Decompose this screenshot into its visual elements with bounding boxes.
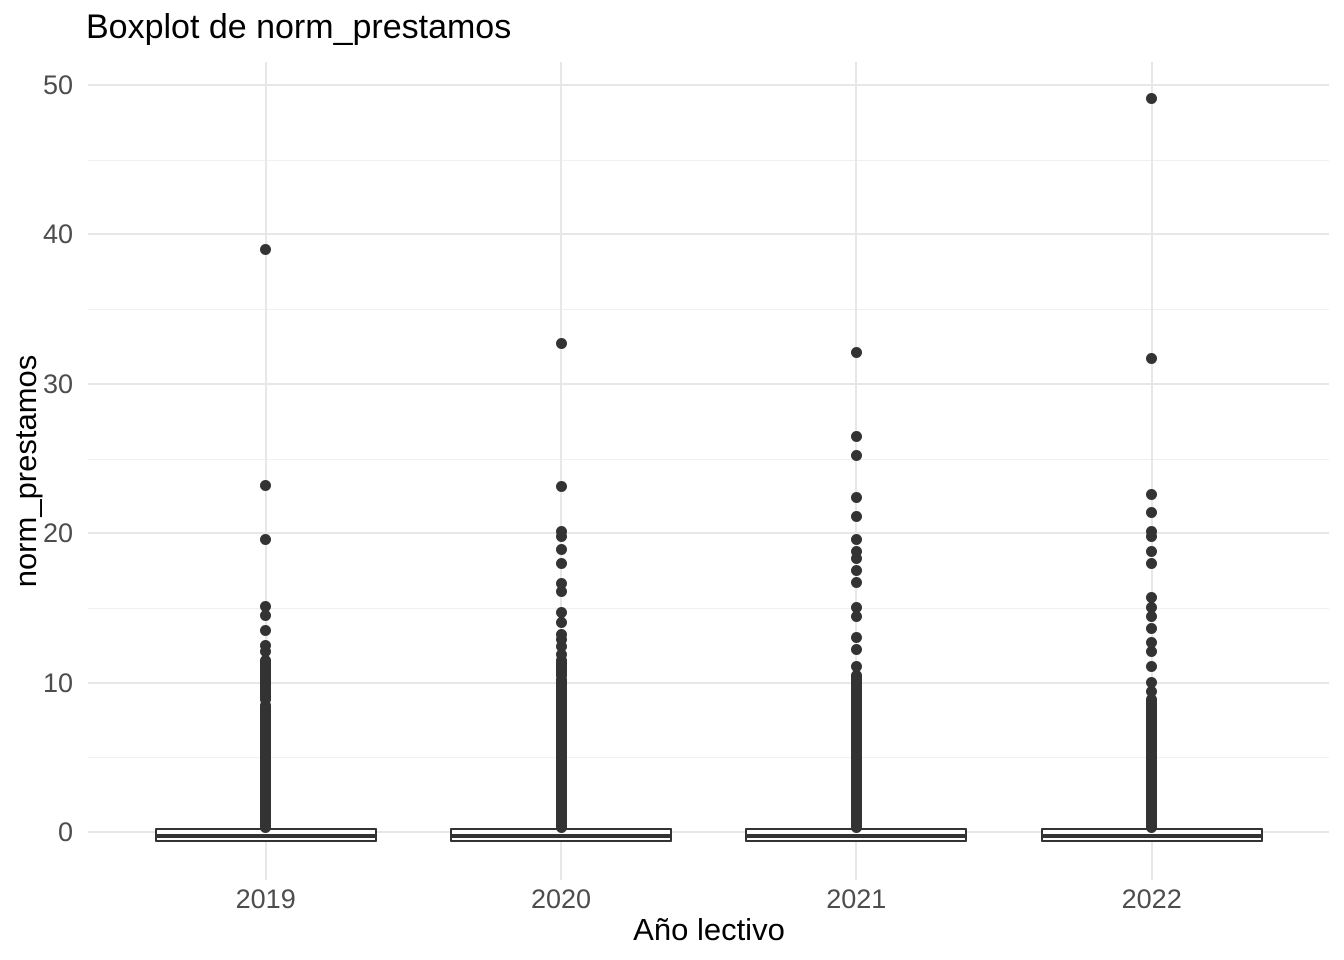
outlier-dot: [260, 645, 272, 657]
outlier-dot: [555, 606, 567, 618]
outlier-dot: [1146, 557, 1158, 569]
outlier-dot: [850, 565, 862, 577]
outlier-dense-band: [1146, 693, 1158, 833]
gridline-y-minor: [88, 159, 1329, 161]
x-axis-title: Año lectivo: [633, 912, 785, 947]
x-tick-label-2021: 2021: [826, 884, 887, 914]
outlier-dot: [850, 346, 862, 358]
outlier-dot: [555, 481, 567, 493]
gridline-x-major: [855, 62, 858, 880]
outlier-dot: [850, 577, 862, 588]
outlier-dense-band: [555, 674, 567, 833]
y-tick-label-20: 20: [42, 518, 73, 549]
gridline-y-major: [88, 681, 1329, 684]
outlier-dot: [1146, 645, 1158, 657]
outlier-dot: [850, 660, 862, 672]
outlier-dot: [555, 337, 567, 349]
outlier-dot: [850, 450, 862, 461]
outlier-dot: [260, 533, 272, 545]
outlier-dot: [260, 479, 272, 491]
outlier-dot: [260, 639, 272, 651]
outlier-dot: [850, 602, 862, 614]
outlier-dot: [555, 526, 567, 538]
gridline-x-major: [264, 62, 267, 880]
outlier-dot: [850, 533, 862, 545]
outlier-dot: [1146, 352, 1158, 364]
outlier-dense-band: [260, 699, 272, 833]
outlier-dot: [555, 544, 567, 556]
outlier-dot: [1146, 591, 1158, 603]
outlier-dot: [1146, 545, 1158, 557]
outlier-dot: [260, 600, 272, 612]
x-tick-label-2019: 2019: [235, 884, 296, 914]
outlier-dot: [1146, 677, 1158, 689]
x-tick-label-2022: 2022: [1121, 884, 1182, 914]
outlier-dot: [555, 629, 567, 641]
outlier-dot: [1146, 611, 1158, 623]
x-tick-label-2020: 2020: [530, 884, 592, 914]
y-axis-title: norm_prestamos: [8, 354, 43, 588]
outlier-dot: [850, 644, 862, 656]
outlier-dot: [260, 624, 272, 636]
outlier-dense-band: [850, 669, 862, 833]
gridline-y-major: [88, 84, 1329, 86]
outlier-dot: [555, 641, 567, 653]
outlier-dot: [1146, 636, 1158, 648]
outlier-dot: [555, 585, 567, 597]
gridline-y-major: [88, 532, 1329, 535]
chart-panel: [88, 62, 1329, 880]
outlier-dot: [260, 243, 272, 255]
outlier-dot: [1146, 602, 1158, 614]
plot-title: Boxplot de norm_prestamos: [86, 8, 512, 46]
outlier-dot: [850, 511, 862, 523]
outlier-dot: [850, 632, 862, 644]
gridline-y-major: [88, 382, 1329, 385]
outlier-dot: [850, 611, 862, 623]
boxplot-median-line: [1042, 833, 1261, 838]
gridline-y-minor: [88, 757, 1329, 759]
gridline-y-minor: [88, 458, 1329, 460]
outlier-dot: [1146, 623, 1158, 635]
outlier-dot: [555, 557, 567, 569]
gridline-y-major: [88, 831, 1329, 833]
outlier-dot: [260, 609, 272, 621]
boxplot-median-line: [452, 833, 670, 838]
y-tick-label-0: 0: [57, 817, 73, 847]
outlier-dot: [555, 648, 567, 660]
gridline-y-minor: [88, 607, 1329, 609]
outlier-dot: [850, 545, 862, 557]
outlier-dot: [1146, 660, 1158, 672]
gridline-y-major: [88, 233, 1329, 236]
outlier-dense-band: [555, 654, 567, 681]
y-tick-label-50: 50: [42, 70, 73, 100]
gridline-x-major: [560, 62, 562, 880]
y-tick-label-30: 30: [42, 368, 73, 399]
outlier-dot: [1146, 92, 1158, 104]
outlier-dot: [1146, 488, 1158, 500]
outlier-dot: [850, 553, 862, 565]
outlier-dot: [850, 491, 862, 503]
outlier-dot: [1146, 506, 1158, 518]
outlier-dot: [555, 617, 567, 629]
y-tick-label-40: 40: [42, 219, 73, 250]
outlier-dot: [850, 430, 862, 442]
outlier-dot: [1146, 526, 1158, 538]
boxplot-median-line: [747, 833, 966, 838]
outlier-dense-band: [260, 654, 272, 705]
y-tick-label-10: 10: [42, 667, 73, 698]
gridline-y-minor: [88, 309, 1329, 311]
outlier-dot: [555, 578, 567, 590]
outlier-dot: [1146, 686, 1158, 698]
boxplot-median-line: [156, 833, 375, 838]
gridline-x-major: [1150, 62, 1153, 880]
